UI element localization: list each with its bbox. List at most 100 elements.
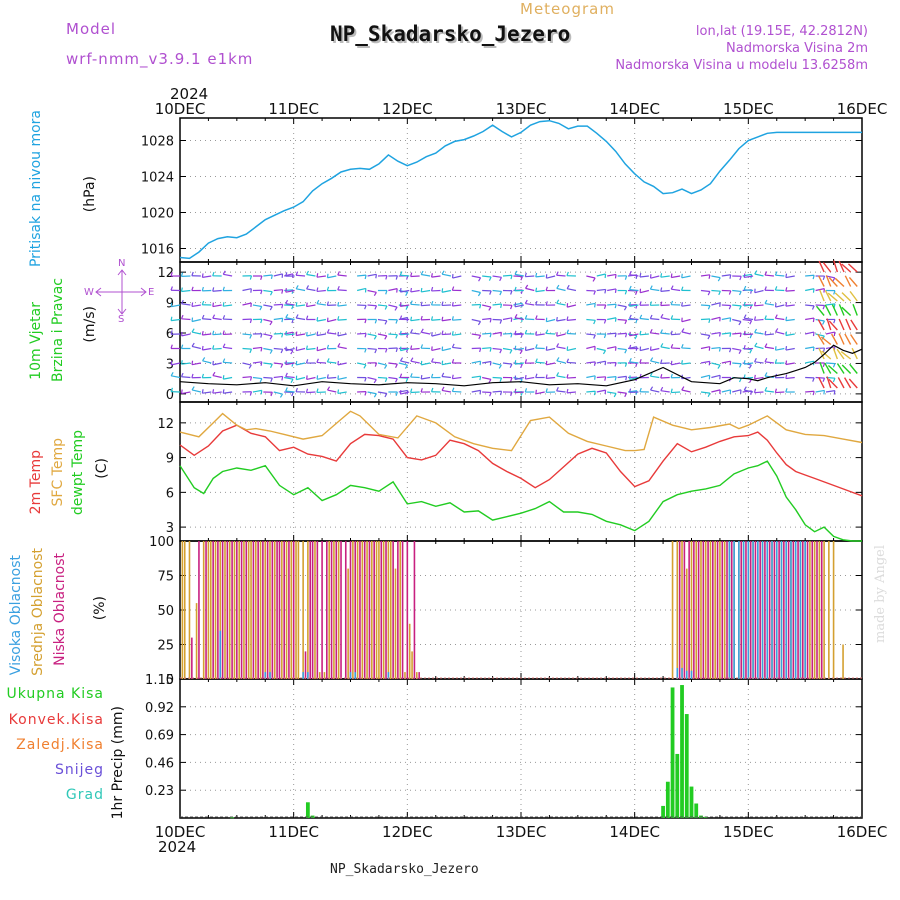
wind-barb-tick [222,375,225,380]
wind-barb-icon [431,333,441,337]
wind-barb-tick [285,272,288,277]
wind-barb-icon [482,304,492,308]
wind-barb-tick [749,349,753,354]
wind-barb-tick [306,270,310,275]
wind-barb-icon-strong [827,292,838,302]
wind-barb-icon [671,288,681,292]
wind-barb-icon [628,289,638,292]
wind-barb-icon [556,360,566,364]
wind-barb-tick [628,357,632,363]
wind-barb-icon [367,376,377,381]
wind-barb-icon [775,304,785,308]
wind-barb-icon [442,347,452,352]
wind-barb-icon [566,318,576,321]
wind-barb-tick [624,290,628,295]
wind-barb-icon [617,304,627,308]
time-label-bottom: 10DEC [155,823,206,841]
wind-barb-tick [290,378,294,383]
wind-barb-tick [191,386,195,391]
wind-barb-icon [242,362,252,366]
wind-barb-icon [242,302,252,306]
wind-barb-icon [660,346,670,350]
wind-barb-icon [556,274,566,277]
wind-barb-tick [405,291,409,296]
wind-barb-tick [395,275,398,280]
dewpoint-line [179,460,862,542]
wind-barb-icon [410,360,420,364]
wind-barb-tick [410,329,413,334]
wind-barb-icon [671,391,681,394]
wind-barb-tick [729,274,732,279]
wind-barb-icon-strong [838,260,845,273]
wind-barb-icon [711,316,721,321]
wind-barb-tick [499,277,503,282]
wind-barb-tick [441,270,445,275]
wind-barb-tick [670,315,674,320]
wind-barb-tick [639,301,642,306]
wind-barb-icon [273,391,283,395]
wind-barb-icon [815,376,825,379]
wind-barb-icon-strong [838,318,845,331]
wind-barb-tick [775,328,779,333]
precip-bar [305,802,310,818]
wind-barb-icon [273,362,283,365]
wind-barb-tick [488,379,492,384]
temp-ytick-label: 3 [166,521,174,536]
wind-barb-tick [212,389,215,394]
wind-barb-icon [650,360,660,364]
wind-barb-tick [489,347,492,352]
wind-barb-icon [421,289,431,293]
wind-barb-tick [556,299,560,304]
wind-barb-tick [399,315,403,320]
wind-barb-icon [367,347,377,350]
wind-barb-tick [451,316,454,321]
wind-barb-tick [316,358,319,363]
wind-barb-icon [721,332,731,335]
wind-barb-icon [202,360,212,364]
wind-barb-icon [441,318,451,322]
wind-barb-icon [700,274,710,277]
wind-barb-tick [514,330,517,335]
wind-barb-tick [514,388,517,393]
wind-barb-icon [535,275,545,278]
wind-barb-tick [295,285,299,290]
wind-barb-tick [738,291,742,296]
wind-barb-tick [212,287,215,292]
wind-barb-icon [607,391,617,395]
wind-barb-icon [252,376,262,380]
wind-barb-icon [650,375,660,379]
wind-barb-tick [170,272,173,277]
wind-barb-icon-strong [851,347,858,360]
wind-barb-icon-strong [822,262,832,273]
precip-bar [694,803,699,818]
wind-barb-tick [524,329,528,335]
wind-barb-icon [805,274,815,277]
wind-barb-icon [607,273,617,277]
wind-barb-tick [521,317,523,322]
wind-barb-tick [201,345,204,351]
wind-barb-icon [337,289,347,292]
model-label: Model [66,20,117,38]
wind-barb-tick [739,276,742,281]
wind-barb-icon [785,376,795,380]
wind-barb-icon [441,273,452,277]
wind-barb-tick [305,359,309,364]
wind-barb-icon-strong [832,347,839,360]
wind-barb-tick [718,290,721,296]
wind-barb-icon [273,289,283,292]
wind-barb-icon [306,376,316,381]
wind-barb-icon [596,288,606,292]
wind-barb-icon [535,391,545,395]
wind-barb-tick [566,284,570,289]
wind-barb-icon [316,275,326,278]
wind-barb-tick [191,342,195,347]
pressure-ytick-label: 1024 [141,171,174,186]
wind-barb-icon [337,362,347,366]
wind-barb-tick [384,377,388,383]
wind-barb-icon [744,362,754,365]
wind-barb-icon-strong [818,376,825,389]
wind-barb-icon [296,347,306,352]
wind-barb-tick [395,347,398,353]
wind-barb-icon [410,332,420,335]
